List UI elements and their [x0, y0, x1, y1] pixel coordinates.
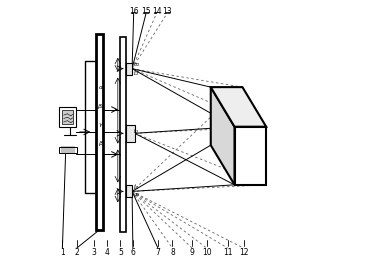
Text: $\alpha$: $\alpha$	[98, 84, 104, 91]
Bar	[126, 125, 135, 142]
Text: 7: 7	[156, 248, 160, 257]
Text: $\ell_2$: $\ell_2$	[134, 68, 140, 78]
Bar	[62, 110, 73, 124]
Text: 10: 10	[202, 248, 212, 257]
Text: 2: 2	[74, 248, 79, 257]
Text: 1: 1	[60, 248, 65, 257]
Text: 15: 15	[141, 7, 151, 16]
Text: $\gamma$: $\gamma$	[98, 121, 104, 129]
Text: 12: 12	[239, 248, 248, 257]
Bar	[120, 37, 126, 232]
Text: $\ell_2$: $\ell_2$	[134, 126, 140, 136]
Text: 11: 11	[223, 248, 233, 257]
Text: 16: 16	[129, 7, 138, 16]
Text: 6: 6	[131, 248, 135, 257]
Text: $\sigma_1$: $\sigma_1$	[134, 191, 141, 199]
Bar	[126, 63, 132, 74]
Text: 4: 4	[105, 248, 110, 257]
Text: $\beta_2$: $\beta_2$	[97, 102, 105, 111]
Text: 5: 5	[118, 248, 123, 257]
Polygon shape	[211, 87, 266, 127]
Text: $\sigma_2$: $\sigma_2$	[134, 61, 141, 69]
Text: 8: 8	[170, 248, 175, 257]
Text: 3: 3	[92, 248, 96, 257]
Bar	[234, 127, 266, 185]
Polygon shape	[211, 87, 234, 185]
Bar	[85, 61, 96, 193]
Text: 9: 9	[190, 248, 195, 257]
Text: 13: 13	[162, 7, 172, 16]
Text: 14: 14	[152, 7, 162, 16]
Bar	[126, 185, 132, 197]
Text: $\ell_1$: $\ell_1$	[134, 182, 140, 192]
Bar	[59, 107, 76, 127]
Text: $\beta$: $\beta$	[98, 139, 104, 148]
Bar	[96, 34, 103, 230]
Bar	[59, 147, 77, 153]
